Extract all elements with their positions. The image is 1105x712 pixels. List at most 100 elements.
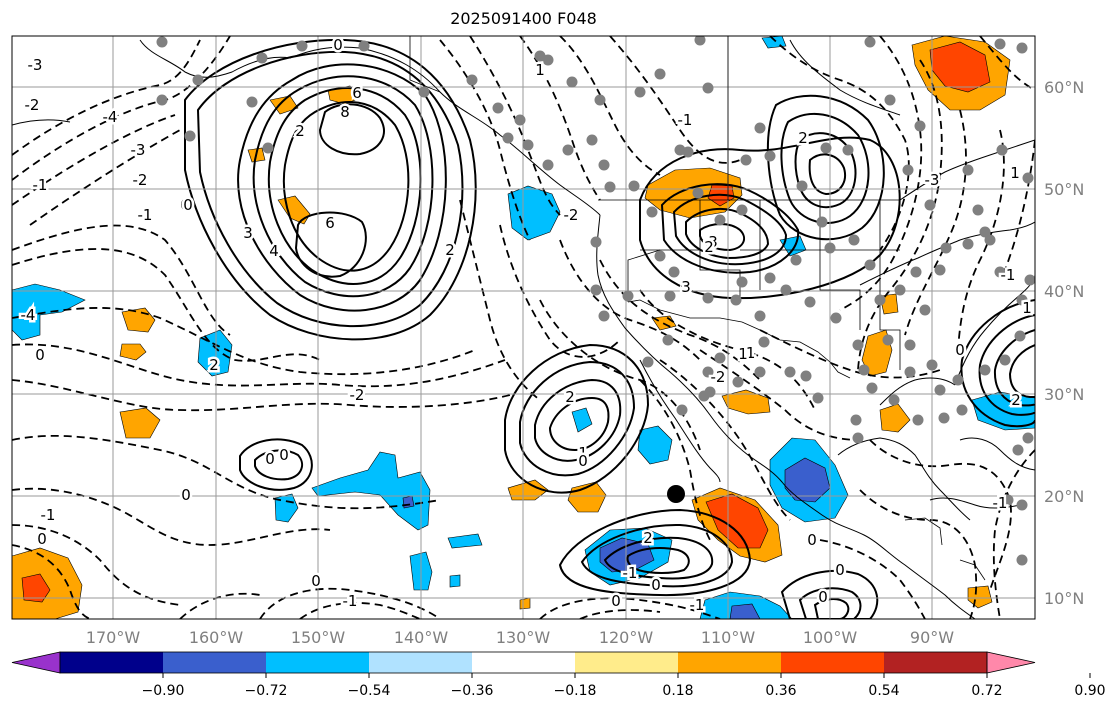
station-marker — [790, 254, 802, 266]
station-marker — [994, 266, 1006, 278]
contour-label: 6 — [352, 84, 362, 102]
contour-label: 3 — [681, 278, 691, 296]
map-frame — [11, 35, 1036, 620]
contour-label: -1 — [343, 592, 358, 610]
station-marker — [812, 392, 824, 404]
station-marker — [740, 154, 752, 166]
station-marker — [758, 336, 770, 348]
contour-label: 0 — [578, 452, 588, 470]
station-marker — [702, 292, 714, 304]
station-marker — [732, 376, 744, 388]
map-canvas: 086643210-4-3-2-1-1-2-3-402323-32-1-2012… — [12, 36, 1035, 619]
station-marker — [542, 159, 554, 171]
station-marker — [820, 142, 832, 154]
station-marker — [934, 264, 946, 276]
station-marker — [622, 290, 634, 302]
station-marker — [628, 180, 640, 192]
colorbar-segment — [163, 652, 267, 673]
station-marker — [702, 366, 714, 378]
contour-label: 1 — [578, 444, 588, 462]
station-marker — [156, 36, 168, 48]
station-marker — [800, 370, 812, 382]
station-marker — [246, 96, 258, 108]
station-marker — [999, 354, 1011, 366]
station-marker — [702, 82, 714, 94]
contour-label: 3 — [243, 224, 253, 242]
contour-label: -4 — [103, 108, 118, 126]
contour-label: 0 — [35, 346, 45, 364]
station-marker — [598, 159, 610, 171]
contour-label: 1 — [1022, 299, 1032, 317]
station-marker — [926, 359, 938, 371]
contour-label: 0 — [181, 486, 191, 504]
station-marker — [882, 334, 894, 346]
station-marker — [1016, 42, 1028, 54]
station-marker — [156, 94, 168, 106]
contour-label: -2 — [350, 386, 365, 404]
contour-label: 2 — [445, 241, 455, 259]
lat-label: 50°N — [1044, 180, 1084, 199]
station-marker — [754, 366, 766, 378]
station-marker — [934, 384, 946, 396]
station-marker — [979, 226, 991, 238]
shaded-field — [12, 36, 1035, 619]
station-marker — [1022, 172, 1034, 184]
contour-label: -1 — [623, 564, 638, 582]
station-marker — [848, 234, 860, 246]
lon-label: 140°W — [394, 628, 449, 647]
station-marker — [994, 38, 1006, 50]
lat-label: 10°N — [1044, 589, 1084, 608]
colorbar-segment — [884, 652, 988, 673]
station-marker — [919, 304, 931, 316]
contour-labels: 086643210-4-3-2-1-1-2-3-402323-32-1-2012… — [18, 36, 1034, 617]
colorbar-frame — [59, 651, 988, 674]
station-marker — [866, 382, 878, 394]
station-marker — [924, 199, 936, 211]
station-marker — [184, 130, 196, 142]
contour-label: 2 — [1011, 391, 1021, 409]
contour-label: 0 — [333, 36, 343, 54]
contour-label: -1 — [690, 596, 705, 614]
colorbar-tick-label: −0.54 — [348, 683, 391, 699]
contour-label: 1 — [1010, 164, 1020, 182]
contour-label: 0 — [279, 446, 289, 464]
station-marker — [192, 74, 204, 86]
solid-contours — [184, 38, 1035, 619]
station-marker — [962, 164, 974, 176]
station-marker — [654, 250, 666, 262]
lon-label: 100°W — [803, 628, 858, 647]
contour-label: 1 — [738, 345, 748, 363]
station-marker — [598, 310, 610, 322]
contour-label: -2 — [564, 206, 579, 224]
station-marker — [956, 404, 968, 416]
contour-label: 2 — [704, 238, 714, 256]
station-marker — [830, 312, 842, 324]
graticule — [12, 36, 1035, 619]
station-marker — [522, 139, 534, 151]
station-marker — [904, 339, 916, 351]
lat-label: 40°N — [1044, 282, 1084, 301]
colorbar-segment — [266, 652, 370, 673]
contour-label: 0 — [651, 576, 661, 594]
colorbar-tick-label: 0.54 — [868, 683, 899, 699]
contour-label: 0 — [818, 588, 828, 606]
station-marker — [894, 284, 906, 296]
station-marker — [502, 132, 514, 144]
station-marker — [912, 414, 924, 426]
station-marker — [904, 366, 916, 378]
colorbar-segment — [369, 652, 473, 673]
contour-label: -1 — [138, 206, 153, 224]
contour-label: -4 — [21, 306, 36, 324]
station-marker — [938, 412, 950, 424]
contour-label: 2 — [565, 388, 575, 406]
station-marker — [902, 164, 914, 176]
station-marker — [884, 94, 896, 106]
lon-label: 120°W — [599, 628, 654, 647]
station-marker — [816, 216, 828, 228]
contour-label: 2 — [295, 122, 305, 140]
station-marker — [358, 40, 370, 52]
station-marker — [984, 234, 996, 246]
colorbar-segment — [60, 652, 164, 673]
contour-label: -3 — [28, 56, 43, 74]
